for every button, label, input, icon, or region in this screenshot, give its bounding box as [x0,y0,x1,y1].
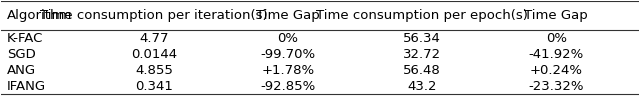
Text: K-FAC: K-FAC [7,31,44,45]
Text: Time Gap: Time Gap [256,9,320,22]
Text: IFANG: IFANG [7,80,46,93]
Text: Time Gap: Time Gap [524,9,588,22]
Text: 4.77: 4.77 [140,31,169,45]
Text: 32.72: 32.72 [403,48,441,61]
Text: 56.48: 56.48 [403,64,441,77]
Text: -99.70%: -99.70% [260,48,316,61]
Text: ANG: ANG [7,64,36,77]
Text: -41.92%: -41.92% [529,48,584,61]
Text: +1.78%: +1.78% [262,64,315,77]
Text: Algorithm: Algorithm [7,9,72,22]
Text: Time consumption per iteration(s): Time consumption per iteration(s) [40,9,268,22]
Text: Time consumption per epoch(s): Time consumption per epoch(s) [316,9,528,22]
Text: -23.32%: -23.32% [529,80,584,93]
Text: +0.24%: +0.24% [530,64,583,77]
Text: 0%: 0% [546,31,567,45]
Text: 4.855: 4.855 [135,64,173,77]
Text: 0.0144: 0.0144 [131,48,177,61]
Text: -92.85%: -92.85% [260,80,316,93]
Text: SGD: SGD [7,48,36,61]
Text: 0%: 0% [278,31,299,45]
Text: 0.341: 0.341 [135,80,173,93]
Text: 56.34: 56.34 [403,31,441,45]
Text: 43.2: 43.2 [408,80,437,93]
